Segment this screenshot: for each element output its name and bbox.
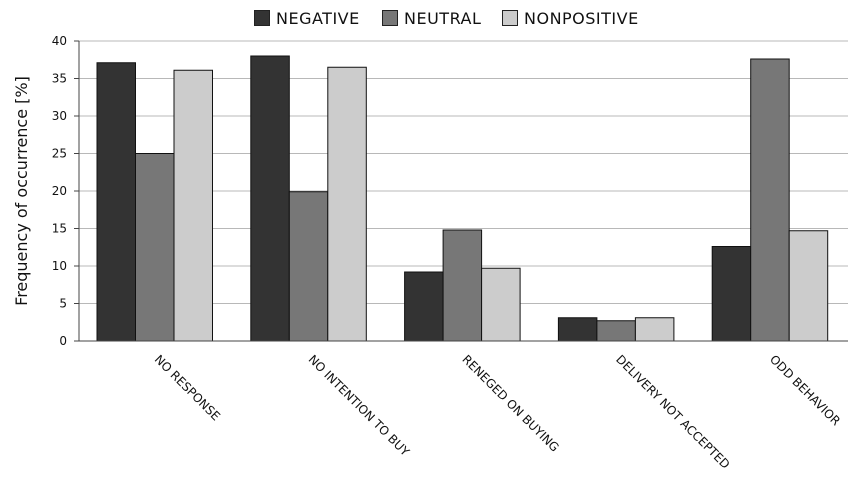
y-tick-label: 40 xyxy=(52,34,67,48)
y-tick-label: 15 xyxy=(52,222,67,236)
legend-item-negative: NEGATIVE xyxy=(254,6,360,30)
x-tick-label-no-response: NO RESPONSE xyxy=(152,352,223,423)
bar-negative-odd-behavior xyxy=(711,246,752,342)
legend-swatch-neutral xyxy=(382,10,398,26)
x-tick-label-reneged-on-buying: RENEGED ON BUYING xyxy=(459,352,561,454)
y-tick-label: 5 xyxy=(59,297,67,311)
legend-label-nonpositive: NONPOSITIVE xyxy=(524,8,639,28)
x-tick-label-no-intention-to-buy: NO INTENTION TO BUY xyxy=(306,352,413,459)
legend-label-negative: NEGATIVE xyxy=(276,8,360,28)
bar-nonpositive-delivery-not-accepted xyxy=(634,317,675,342)
y-tick-label: 10 xyxy=(52,259,67,273)
bar-nonpositive-reneged-on-buying xyxy=(481,267,521,342)
y-tick-labels: 0 5 10 15 20 25 30 35 40 xyxy=(52,34,79,348)
legend-swatch-negative xyxy=(254,10,270,26)
bar-negative-delivery-not-accepted xyxy=(557,317,598,342)
y-axis-label: Frequency of occurrence [%] xyxy=(12,76,31,306)
y-tick-label: 20 xyxy=(52,184,67,198)
bar-neutral-delivery-not-accepted xyxy=(596,320,636,342)
y-tick-label: 0 xyxy=(59,334,67,348)
legend-swatch-nonpositive xyxy=(502,10,518,26)
bar-neutral-no-intention-to-buy xyxy=(288,191,329,342)
bars xyxy=(96,55,829,342)
y-tick-label: 35 xyxy=(52,72,67,86)
y-tick-label: 30 xyxy=(52,109,67,123)
bar-negative-reneged-on-buying xyxy=(404,271,444,342)
x-tick-label-delivery-not-accepted: DELIVERY NOT ACCEPTED xyxy=(613,352,732,471)
bar-nonpositive-no-response xyxy=(173,69,213,342)
y-tick-label: 25 xyxy=(52,147,67,161)
bar-neutral-odd-behavior xyxy=(750,58,790,342)
bar-negative-no-intention-to-buy xyxy=(250,55,290,342)
bar-nonpositive-no-intention-to-buy xyxy=(327,66,367,342)
legend-label-neutral: NEUTRAL xyxy=(404,8,482,28)
bar-nonpositive-odd-behavior xyxy=(788,230,829,342)
legend-item-nonpositive: NONPOSITIVE xyxy=(502,6,639,30)
bar-neutral-no-response xyxy=(135,153,175,342)
x-tick-label-odd-behavior: ODD BEHAVIOR xyxy=(767,352,843,428)
legend-item-neutral: NEUTRAL xyxy=(382,6,481,30)
bar-negative-no-response xyxy=(96,62,136,342)
bar-neutral-reneged-on-buying xyxy=(442,229,483,342)
chart-legend: NEGATIVE NEUTRAL NONPOSITIVE xyxy=(0,6,855,30)
x-tick-labels: NO RESPONSE NO INTENTION TO BUY RENEGED ON… xyxy=(152,352,843,471)
